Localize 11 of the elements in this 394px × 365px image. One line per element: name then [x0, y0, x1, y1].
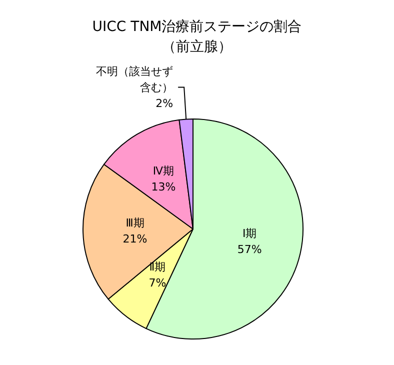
- slice-label: Ⅱ期: [149, 260, 166, 274]
- slice-label: Ⅳ期: [152, 164, 174, 178]
- data-label: 21%: [122, 232, 148, 246]
- data-label: 57%: [237, 243, 262, 256]
- slice-label: 不明（該当せず含む）: [96, 64, 174, 94]
- chart-title: UICC TNM治療前ステージの割合（前立腺）: [92, 19, 302, 55]
- slice-label: Ⅲ期: [126, 216, 144, 230]
- data-label: 2%: [156, 96, 174, 110]
- data-label: 7%: [148, 276, 166, 290]
- slice-label: Ⅰ期: [242, 227, 257, 240]
- data-label: 13%: [151, 180, 176, 194]
